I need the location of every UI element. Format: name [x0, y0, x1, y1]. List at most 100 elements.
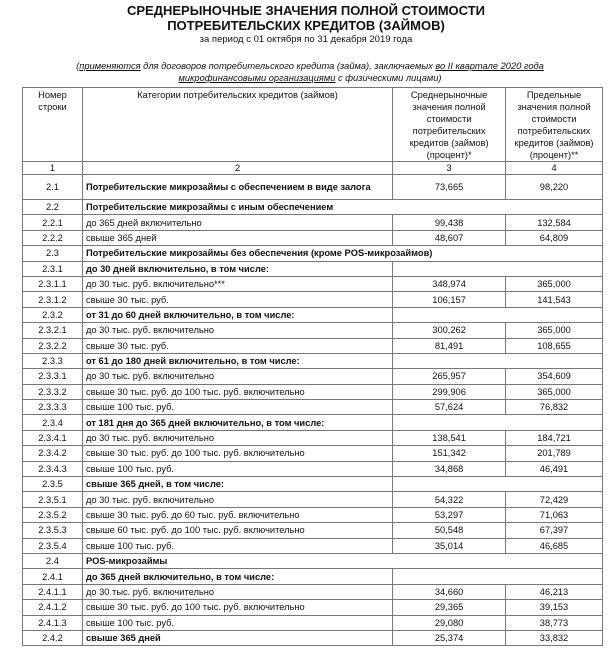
row-category: свыше 100 тыс. руб. — [81, 537, 394, 554]
row-average-value: 57,624 — [392, 399, 507, 416]
header-category: Категории потребительских кредитов (займ… — [81, 87, 394, 162]
row-category: свыше 30 тыс. руб. — [81, 291, 394, 308]
table-row: 2.2.2 свыше 365 дней 48,607 64,809 — [22, 229, 603, 247]
row-average-value: 48,607 — [392, 229, 507, 247]
row-number: 2.4.1.3 — [22, 614, 83, 631]
row-number: 2.3.3.3 — [22, 399, 83, 416]
row-average-value: 73,665 — [392, 174, 507, 200]
table-row: 2.3.1 до 30 дней включительно, в том числ… — [22, 260, 603, 277]
table-row: 2.4.1 до 365 дней включительно, в том чис… — [22, 568, 603, 585]
row-category: свыше 30 тыс. руб. до 100 тыс. руб. вклю… — [81, 445, 394, 462]
header-average-value: Среднерыночные значения полной стоимости… — [392, 87, 507, 162]
row-average-value: 265,957 — [392, 368, 507, 385]
row-limit-value: 33,832 — [505, 629, 603, 647]
row-empty-values — [392, 306, 603, 324]
table-row: 2.3.5 свыше 365 дней, в том числе: — [22, 476, 603, 493]
row-number: 2.3.4 — [22, 414, 83, 431]
row-limit-value: 98,220 — [505, 174, 603, 200]
row-limit-value: 67,397 — [505, 522, 603, 539]
row-limit-value: 108,655 — [505, 337, 603, 354]
note-open: ( — [76, 61, 80, 71]
table-row: 2.3.2 от 31 до 60 дней включительно, в то… — [22, 306, 603, 324]
note-underlined-1: применяются — [79, 61, 141, 71]
row-category: до 30 дней включительно, в том числе: — [81, 260, 394, 277]
row-number: 2.4.2 — [22, 629, 83, 647]
row-average-value: 25,374 — [392, 629, 507, 647]
row-category: Потребительские микрозаймы с обеспечение… — [81, 174, 394, 200]
row-empty-values — [392, 352, 603, 370]
row-limit-value: 64,809 — [505, 229, 603, 247]
row-number: 2.3.4.2 — [22, 445, 83, 462]
row-empty-values — [392, 414, 603, 431]
row-empty-values — [392, 476, 603, 493]
row-number: 2.2 — [22, 198, 83, 216]
table-row: 2.4.1.2 свыше 30 тыс. руб. до 100 тыс. ру… — [22, 599, 603, 616]
table-row: 2.3.4 от 181 дня до 365 дней включительно… — [22, 414, 603, 431]
table-row: 2.3.5.1 до 30 тыс. руб. включительно 54,32… — [22, 491, 603, 508]
row-limit-value: 38,773 — [505, 614, 603, 631]
row-category: свыше 30 тыс. руб. до 100 тыс. руб. вклю… — [81, 383, 394, 401]
row-average-value: 348,974 — [392, 275, 507, 293]
table-row: 2.4.2 свыше 365 дней 25,374 33,832 — [22, 629, 603, 647]
row-number: 2.3.4.1 — [22, 429, 83, 447]
row-category: от 61 до 180 дней включительно, в том чи… — [81, 352, 394, 370]
row-category: от 181 дня до 365 дней включительно, в т… — [81, 414, 394, 431]
page-title-line-1: СРЕДНЕРЫНОЧНЫЕ ЗНАЧЕНИЯ ПОЛНОЙ СТОИМОСТИ — [126, 3, 486, 18]
row-empty-values — [392, 568, 603, 585]
row-number: 2.4 — [22, 552, 83, 570]
row-limit-value: 46,685 — [505, 537, 603, 554]
table-row: 2.3.1.2 свыше 30 тыс. руб. 106,157 141,543 — [22, 291, 603, 308]
row-category: до 30 тыс. руб. включительно — [81, 429, 394, 447]
row-limit-value: 46,491 — [505, 460, 603, 478]
row-limit-value: 184,721 — [505, 429, 603, 447]
table-row: 2.4 POS-микрозаймы — [22, 552, 604, 570]
row-average-value: 151,342 — [392, 445, 507, 462]
row-number: 2.3.5.3 — [22, 522, 83, 539]
row-category: свыше 60 тыс. руб. до 100 тыс. руб. вклю… — [81, 522, 394, 539]
table-row: 2.3.5.2 свыше 30 тыс. руб. до 60 тыс. руб… — [22, 506, 603, 524]
row-average-value: 53,297 — [392, 506, 507, 524]
column-index: 1 — [22, 161, 83, 175]
row-average-value: 299,906 — [392, 383, 507, 401]
row-limit-value: 365,000 — [505, 322, 603, 339]
row-category: свыше 30 тыс. руб. — [81, 337, 394, 354]
row-number: 2.4.1.2 — [22, 599, 83, 616]
row-average-value: 99,438 — [392, 214, 507, 231]
applicability-note: (применяются для договоров потребительск… — [40, 60, 580, 84]
row-number: 2.3.3 — [22, 352, 83, 370]
row-category: свыше 100 тыс. руб. — [81, 460, 394, 478]
table-row: 2.3.3.1 до 30 тыс. руб. включительно 265,9… — [22, 368, 603, 385]
table-row: 2.4.1.3 свыше 100 тыс. руб. 29,080 38,773 — [22, 614, 603, 631]
row-category: свыше 365 дней — [81, 629, 394, 647]
row-number: 2.2.2 — [22, 229, 83, 247]
row-category: до 30 тыс. руб. включительно — [81, 491, 394, 508]
table-row: 2.3 Потребительские микрозаймы без обеспе… — [22, 245, 604, 262]
table-row: 2.3.5.3 свыше 60 тыс. руб. до 100 тыс. ру… — [22, 522, 603, 539]
row-limit-value: 365,000 — [505, 383, 603, 401]
header-row-number: Номер строки — [22, 87, 83, 162]
row-category: от 31 до 60 дней включительно, в том чис… — [81, 306, 394, 324]
row-limit-value: 201,789 — [505, 445, 603, 462]
row-number: 2.3.3.1 — [22, 368, 83, 385]
table-row: 2.2 Потребительские микрозаймы с иным обе… — [22, 198, 604, 216]
row-limit-value: 39,153 — [505, 599, 603, 616]
table-row: 2.3.2.2 свыше 30 тыс. руб. 81,491 108,655 — [22, 337, 603, 354]
row-average-value: 138,541 — [392, 429, 507, 447]
row-number: 2.4.1.1 — [22, 583, 83, 601]
table-row: 2.2.1 до 365 дней включительно 99,438 132,5… — [22, 214, 603, 231]
row-category: до 365 дней включительно — [81, 214, 394, 231]
row-average-value: 300,262 — [392, 322, 507, 339]
row-category: до 30 тыс. руб. включительно — [81, 583, 394, 601]
row-number: 2.1 — [22, 174, 83, 200]
row-limit-value: 354,609 — [505, 368, 603, 385]
table-row: 2.3.2.1 до 30 тыс. руб. включительно 300,2… — [22, 322, 603, 339]
row-category: Потребительские микрозаймы с иным обеспе… — [81, 198, 604, 216]
row-average-value: 50,548 — [392, 522, 507, 539]
row-number: 2.3 — [22, 245, 83, 262]
row-average-value: 54,322 — [392, 491, 507, 508]
row-average-value: 35,014 — [392, 537, 507, 554]
column-index-row: 1 2 3 4 — [22, 161, 603, 175]
row-number: 2.3.4.3 — [22, 460, 83, 478]
row-number: 2.2.1 — [22, 214, 83, 231]
table-row: 2.4.1.1 до 30 тыс. руб. включительно 34,66… — [22, 583, 603, 601]
